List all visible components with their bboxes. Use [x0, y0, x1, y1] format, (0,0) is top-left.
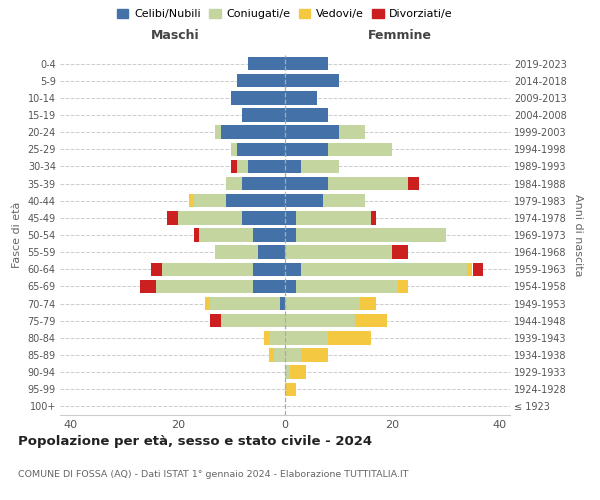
Bar — [301, 348, 328, 362]
Bar — [237, 142, 285, 156]
Bar — [296, 228, 446, 241]
Bar — [473, 262, 483, 276]
Bar — [323, 194, 365, 207]
Bar — [285, 228, 296, 241]
Bar — [199, 228, 253, 241]
Bar — [242, 211, 285, 224]
Bar — [221, 314, 285, 328]
Text: Maschi: Maschi — [151, 30, 199, 43]
Bar — [210, 297, 280, 310]
Bar — [248, 160, 285, 173]
Bar — [194, 194, 226, 207]
Bar — [188, 194, 194, 207]
Bar — [269, 331, 285, 344]
Bar — [232, 142, 237, 156]
Bar — [237, 74, 285, 88]
Bar — [215, 246, 258, 259]
Bar — [285, 297, 360, 310]
Bar — [285, 246, 392, 259]
Y-axis label: Anni di nascita: Anni di nascita — [572, 194, 583, 276]
Bar — [253, 280, 285, 293]
Bar — [285, 126, 338, 139]
Bar — [285, 194, 323, 207]
Bar — [398, 280, 408, 293]
Bar — [338, 126, 365, 139]
Bar — [258, 246, 285, 259]
Bar — [285, 177, 328, 190]
Bar — [285, 348, 301, 362]
Bar — [242, 108, 285, 122]
Bar — [274, 348, 285, 362]
Bar — [285, 314, 355, 328]
Bar — [301, 262, 467, 276]
Bar — [194, 228, 199, 241]
Bar — [285, 57, 328, 70]
Bar — [285, 91, 317, 104]
Text: Popolazione per età, sesso e stato civile - 2024: Popolazione per età, sesso e stato civil… — [18, 435, 372, 448]
Bar — [210, 314, 221, 328]
Bar — [285, 142, 328, 156]
Bar — [285, 331, 328, 344]
Bar — [215, 126, 221, 139]
Bar — [371, 211, 376, 224]
Bar — [290, 366, 307, 379]
Bar — [328, 177, 408, 190]
Bar — [392, 246, 408, 259]
Bar — [355, 314, 387, 328]
Bar — [263, 331, 269, 344]
Bar — [237, 160, 248, 173]
Bar — [226, 194, 285, 207]
Bar — [285, 366, 290, 379]
Bar — [242, 177, 285, 190]
Bar — [248, 57, 285, 70]
Bar — [296, 211, 371, 224]
Bar — [467, 262, 473, 276]
Bar — [285, 280, 296, 293]
Bar — [269, 348, 274, 362]
Bar — [285, 108, 328, 122]
Bar — [232, 160, 237, 173]
Bar — [296, 280, 398, 293]
Bar — [285, 160, 301, 173]
Bar — [151, 262, 162, 276]
Bar — [140, 280, 157, 293]
Bar — [178, 211, 242, 224]
Bar — [360, 297, 376, 310]
Bar — [253, 262, 285, 276]
Bar — [285, 382, 296, 396]
Text: COMUNE DI FOSSA (AQ) - Dati ISTAT 1° gennaio 2024 - Elaborazione TUTTITALIA.IT: COMUNE DI FOSSA (AQ) - Dati ISTAT 1° gen… — [18, 470, 409, 479]
Bar — [301, 160, 338, 173]
Bar — [285, 74, 338, 88]
Bar — [157, 280, 253, 293]
Bar — [167, 211, 178, 224]
Bar — [226, 177, 242, 190]
Bar — [328, 331, 371, 344]
Bar — [221, 126, 285, 139]
Bar — [205, 297, 210, 310]
Bar — [253, 228, 285, 241]
Legend: Celibi/Nubili, Coniugati/e, Vedovi/e, Divorziati/e: Celibi/Nubili, Coniugati/e, Vedovi/e, Di… — [113, 4, 457, 24]
Y-axis label: Fasce di età: Fasce di età — [12, 202, 22, 268]
Bar — [328, 142, 392, 156]
Bar — [285, 262, 301, 276]
Text: Femmine: Femmine — [368, 30, 432, 43]
Bar — [285, 211, 296, 224]
Bar — [408, 177, 419, 190]
Bar — [280, 297, 285, 310]
Bar — [162, 262, 253, 276]
Bar — [232, 91, 285, 104]
